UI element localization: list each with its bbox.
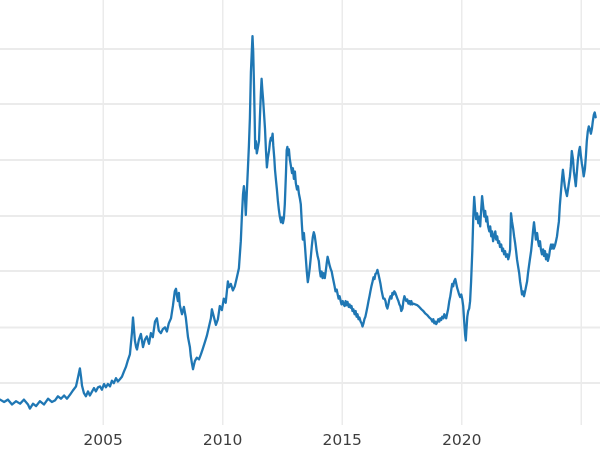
x-tick-label: 2010 [203, 431, 242, 449]
price-series-line [0, 34, 597, 410]
x-axis-tick-labels: 2005 2010 2015 2020 [83, 431, 481, 449]
series-price [0, 34, 597, 410]
x-tick-label: 2020 [442, 431, 481, 449]
x-tick-label: 2015 [322, 431, 361, 449]
vertical-gridlines [102, 0, 583, 425]
x-tick-label: 2005 [83, 431, 122, 449]
horizontal-gridlines [0, 48, 600, 385]
